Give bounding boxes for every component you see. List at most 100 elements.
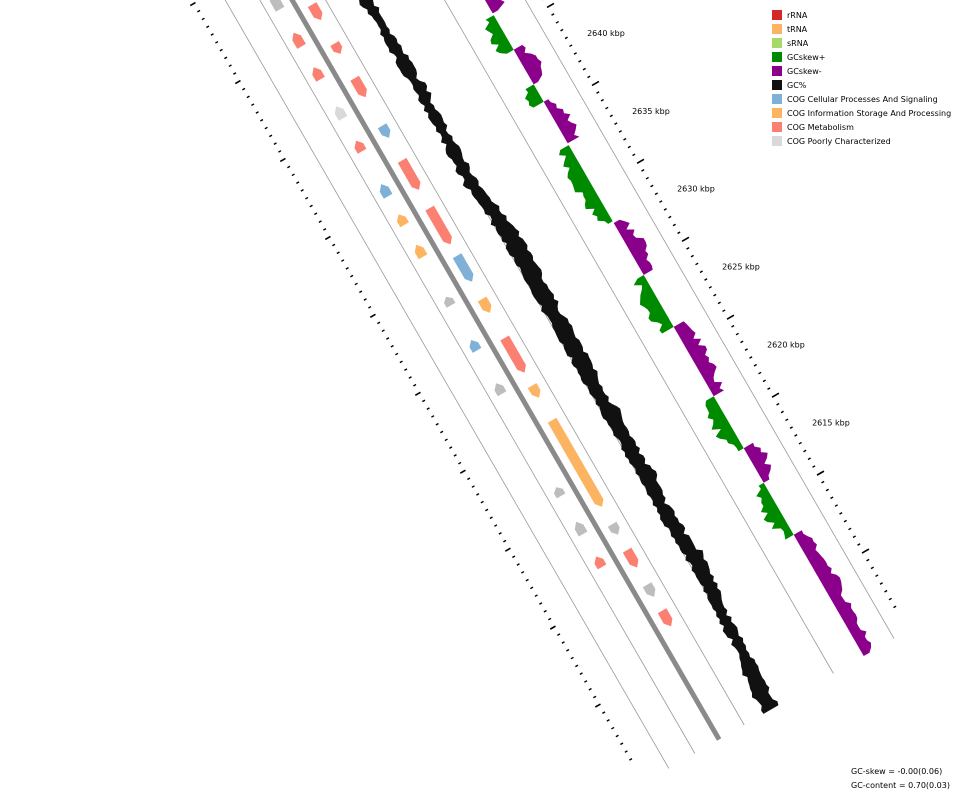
inner-minor-tick (543, 609, 547, 613)
inner-minor-tick (341, 259, 345, 262)
ruler-major-tick (636, 158, 645, 165)
inner-minor-tick (525, 578, 529, 582)
inner-minor-tick (431, 415, 435, 418)
inner-minor-tick (246, 95, 250, 99)
kbp-tick-label: 2640 kbp (587, 29, 625, 38)
inner-minor-tick (390, 344, 394, 348)
legend-label: COG Cellular Processes And Signaling (787, 94, 938, 104)
inner-minor-tick (291, 173, 295, 177)
gene-arrow (594, 556, 607, 570)
kbp-tick-label: 2625 kbp (722, 263, 760, 272)
gene-features (269, 0, 673, 627)
inner-minor-tick (444, 438, 448, 442)
inner-minor-tick (219, 48, 223, 52)
ruler-minor-tick (690, 254, 694, 258)
legend-label: GC% (787, 80, 807, 90)
ruler-minor-tick (798, 441, 802, 445)
inner-minor-tick (480, 500, 484, 504)
ruler-minor-tick (677, 231, 681, 235)
inner-major-tick (459, 469, 466, 474)
ruler-minor-tick (569, 44, 573, 48)
inner-minor-tick (413, 383, 417, 387)
inner-minor-tick (516, 563, 520, 566)
ruler-minor-tick (807, 457, 811, 461)
ruler-minor-tick (875, 574, 879, 578)
gc-skew-positive-segment (756, 482, 794, 540)
legend-label: COG Poorly Characterized (787, 136, 891, 146)
gc-skew-negative-segment (793, 530, 872, 656)
ruler-minor-tick (672, 223, 676, 227)
legend-swatch (772, 122, 782, 132)
inner-minor-tick (458, 461, 462, 465)
ruler-minor-tick (767, 387, 771, 390)
legend-item-rrna: rRNA (772, 8, 951, 22)
gene-arrow (334, 106, 348, 121)
inner-major-tick (234, 79, 241, 85)
kbp-tick-label: 2615 kbp (812, 419, 850, 428)
inner-minor-tick (350, 274, 354, 278)
inner-minor-tick (296, 181, 300, 184)
ruler-minor-tick (650, 184, 654, 188)
inner-minor-tick (426, 407, 430, 410)
inner-minor-tick (359, 290, 363, 294)
gene-arrow (379, 184, 393, 199)
ruler-minor-tick (803, 449, 807, 453)
legend-item-cog-poorly: COG Poorly Characterized (772, 134, 951, 148)
guide-line (224, 0, 670, 769)
legend-swatch (772, 136, 782, 146)
gc-skew-negative-segment (613, 219, 653, 275)
ruler-minor-tick (659, 200, 663, 203)
gene-arrow (547, 417, 604, 507)
legend-swatch (772, 52, 782, 62)
ruler-minor-tick (821, 480, 825, 484)
inner-minor-tick (530, 586, 534, 590)
legend-item-cog-information: COG Information Storage And Processing (772, 106, 951, 120)
legend-item-trna: tRNA (772, 22, 951, 36)
inner-minor-tick (354, 282, 358, 286)
gc-skew-negative-segment (513, 44, 543, 85)
gc-skew-positive-segment (559, 145, 613, 224)
ruler-minor-tick (618, 130, 622, 133)
ruler-minor-tick (587, 75, 591, 79)
ruler-minor-tick (596, 91, 600, 94)
gene-arrow (425, 205, 452, 245)
inner-minor-tick (233, 72, 237, 75)
ruler-minor-tick (753, 363, 757, 367)
ruler-minor-tick (605, 106, 609, 110)
legend-swatch (772, 66, 782, 76)
gene-arrow (397, 157, 421, 190)
legend-label: COG Metabolism (787, 122, 854, 132)
legend-item-cog-cellular: COG Cellular Processes And Signaling (772, 92, 951, 106)
inner-minor-tick (300, 189, 304, 192)
inner-minor-tick (345, 266, 349, 270)
inner-minor-tick (206, 25, 210, 29)
legend-swatch (772, 24, 782, 34)
ruler-minor-tick (758, 371, 762, 375)
inner-minor-tick (620, 742, 624, 746)
ruler-minor-tick (749, 356, 753, 359)
inner-minor-tick (228, 64, 232, 68)
gene-arrow (330, 41, 343, 54)
gene-arrow (607, 521, 620, 535)
kbp-tick-label: 2630 kbp (677, 185, 715, 194)
ruler-minor-tick (632, 153, 636, 157)
kbp-ruler (189, 0, 897, 761)
ruler-major-tick (816, 470, 825, 476)
legend-item-gcskew-minus: GCskew- (772, 64, 951, 78)
ruler-minor-tick (627, 145, 631, 149)
gc-skew-track (484, 0, 872, 656)
inner-minor-tick (287, 165, 291, 169)
inner-minor-tick (377, 321, 381, 325)
inner-minor-tick (215, 40, 219, 44)
inner-minor-tick (611, 726, 615, 730)
guide-line (524, 0, 895, 639)
ruler-minor-tick (551, 13, 555, 16)
inner-major-tick (504, 547, 511, 552)
ruler-minor-tick (695, 262, 699, 266)
ruler-minor-tick (699, 270, 703, 274)
ruler-major-tick (861, 548, 870, 554)
gene-arrow (500, 335, 526, 373)
inner-minor-tick (512, 555, 516, 559)
genome-stats: GC-skew = -0.00(0.06) GC-content = 0.70(… (851, 765, 950, 793)
inner-minor-tick (363, 298, 367, 301)
